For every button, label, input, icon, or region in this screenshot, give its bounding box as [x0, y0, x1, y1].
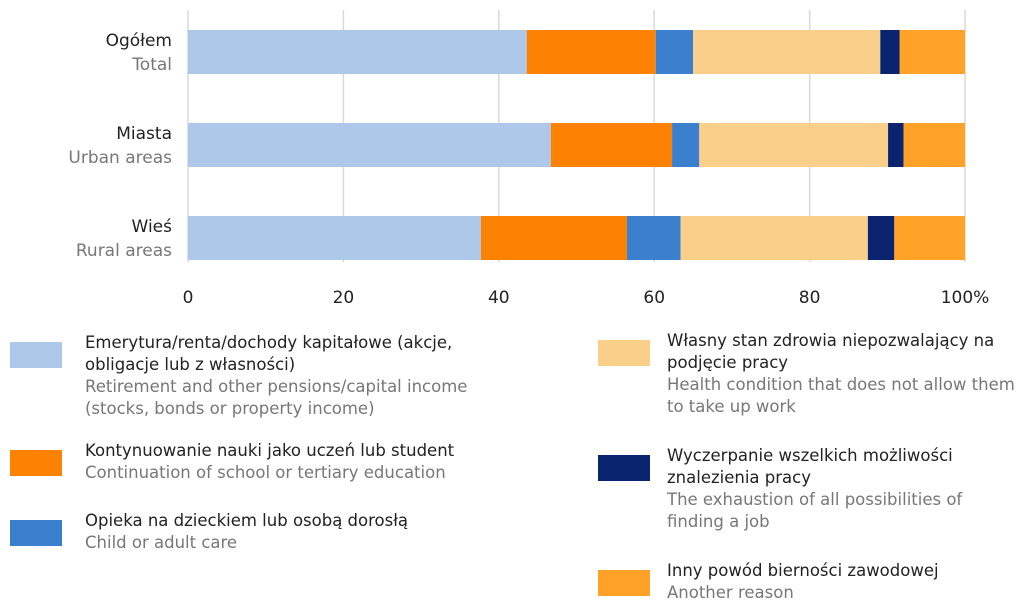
legend-label-en: Another reason	[667, 583, 794, 602]
legend-item: Opieka na dzieckiem lub osobą dorosłą Chi…	[85, 510, 515, 554]
legend-label-en: Continuation of school or tertiary educa…	[85, 463, 446, 482]
legend-swatch	[598, 570, 650, 596]
legend-label: Opieka na dzieckiem lub osobą dorosłą	[85, 511, 409, 530]
category-label: Miasta	[116, 124, 172, 144]
bar-segment	[867, 216, 895, 260]
bar-segment	[480, 216, 628, 260]
legend-item: Kontynuowanie nauki jako uczeń lub stude…	[85, 440, 515, 484]
bar-segment	[188, 216, 481, 260]
bar-segment	[672, 123, 700, 167]
x-tick-label: 0	[183, 288, 194, 308]
legend-item: Wyczerpanie wszelkich możliwości znalezi…	[667, 445, 1017, 533]
x-tick-label: 100%	[941, 288, 990, 308]
legend-label-en: Health condition that does not allow the…	[667, 375, 1015, 416]
legend-label-en: The exhaustion of all possibilities of f…	[667, 490, 963, 531]
bar-segment	[188, 30, 527, 74]
legend-item: Własny stan zdrowia niepozwalający na po…	[667, 330, 1017, 418]
category-label-en: Total	[131, 55, 172, 75]
bar-segment	[903, 123, 965, 167]
category-label: Wieś	[132, 217, 173, 237]
legend-swatch	[598, 455, 650, 481]
legend-item: Emerytura/renta/dochody kapitałowe (akcj…	[85, 332, 515, 420]
legend-label-en: Retirement and other pensions/capital in…	[85, 377, 468, 418]
category-label-en: Urban areas	[68, 148, 172, 168]
bar-segment	[894, 216, 965, 260]
bar-segment	[888, 123, 904, 167]
category-label: Ogółem	[106, 31, 172, 51]
bar-segment	[693, 30, 881, 74]
legend-item: Inny powód bierności zawodowej Another re…	[667, 560, 1017, 604]
x-tick-label: 80	[799, 288, 821, 308]
bar-segment	[550, 123, 673, 167]
legend-label: Emerytura/renta/dochody kapitałowe (akcj…	[85, 333, 453, 374]
legend-label-en: Child or adult care	[85, 533, 238, 552]
x-tick-label: 20	[333, 288, 355, 308]
bar-segment	[680, 216, 868, 260]
x-tick-label: 60	[643, 288, 665, 308]
category-label-en: Rural areas	[76, 241, 172, 261]
bar-segment	[699, 123, 889, 167]
chart: 0 20 40 60 80 100% Ogółem Total Miasta Urban area…	[68, 10, 990, 308]
bar-segment	[526, 30, 656, 74]
legend-label: Kontynuowanie nauki jako uczeń lub stude…	[85, 441, 455, 460]
bar-segment	[188, 123, 551, 167]
legend-swatch	[10, 342, 62, 368]
bar-segment	[880, 30, 900, 74]
legend-swatch	[10, 450, 62, 476]
legend-label: Inny powód bierności zawodowej	[667, 561, 939, 580]
legend-label: Wyczerpanie wszelkich możliwości znalezi…	[667, 446, 953, 487]
bar-segment	[627, 216, 681, 260]
x-tick-label: 40	[488, 288, 510, 308]
bar-segment	[655, 30, 694, 74]
legend-label: Własny stan zdrowia niepozwalający na po…	[667, 331, 995, 372]
legend-swatch	[598, 340, 650, 366]
legend-swatch	[10, 520, 62, 546]
bar-segment	[899, 30, 965, 74]
